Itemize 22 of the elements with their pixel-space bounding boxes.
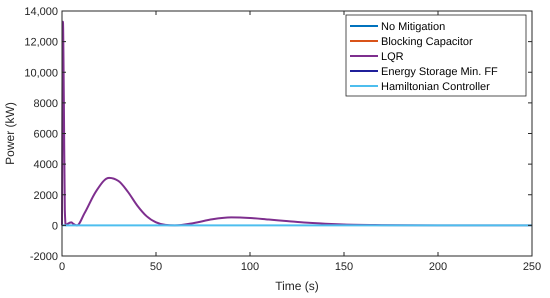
y-tick-label: 2000	[34, 190, 58, 202]
legend-label: Energy Storage Min. FF	[381, 66, 498, 78]
y-tick-label: 12,000	[24, 36, 58, 49]
x-tick-label: 0	[58, 261, 66, 273]
y-tick-label: 4000	[34, 159, 58, 172]
legend-label: No Mitigation	[381, 21, 446, 33]
y-axis-title: Power (kW)	[3, 102, 17, 165]
x-axis-title: Time (s)	[275, 279, 319, 293]
x-tick-label: 50	[150, 261, 162, 273]
x-tick-label: 100	[240, 261, 260, 273]
y-tick-label: 0	[52, 220, 58, 232]
y-tick-label: 6000	[34, 128, 58, 140]
legend-label: LQR	[381, 51, 404, 63]
y-tick-label: 14,000	[24, 6, 58, 18]
x-tick-label: 200	[428, 261, 448, 273]
legend-label: Blocking Capacitor	[381, 36, 474, 48]
y-tick-label: -2000	[30, 251, 58, 263]
y-tick-label: 10,000	[24, 67, 58, 80]
x-tick-label: 150	[334, 261, 354, 273]
legend-label: Hamiltonian Controller	[381, 81, 490, 93]
y-tick-label: 8000	[34, 98, 58, 110]
x-tick-label: 250	[522, 261, 542, 273]
